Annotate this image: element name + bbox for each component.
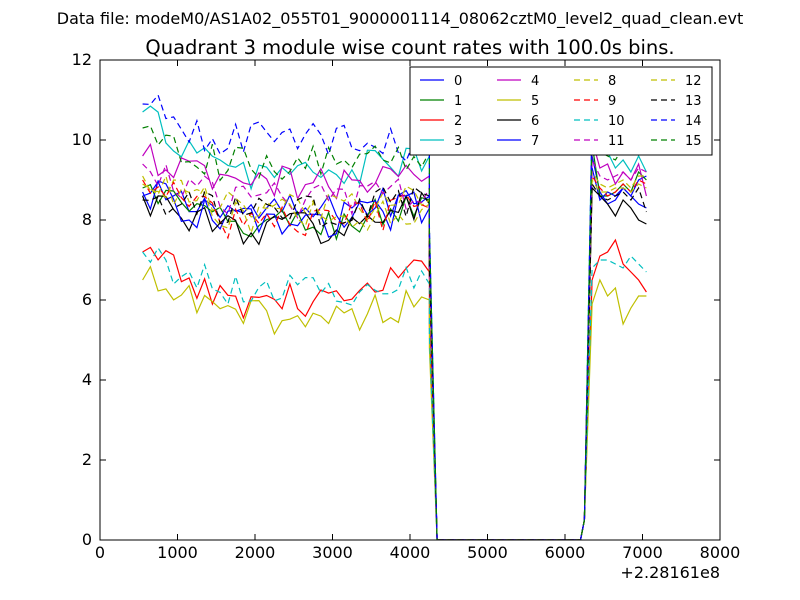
series-line-15 bbox=[142, 125, 647, 540]
y-tick-label: 10 bbox=[72, 130, 92, 149]
y-tick-label: 4 bbox=[82, 370, 92, 389]
x-tick-label: 0 bbox=[95, 543, 105, 562]
x-offset-label: +2.28161e8 bbox=[620, 563, 720, 582]
y-tick-label: 12 bbox=[72, 50, 92, 69]
suptitle: Data file: modeM0/AS1A02_055T01_90000011… bbox=[57, 9, 743, 29]
x-tick-label: 1000 bbox=[157, 543, 198, 562]
legend-label-2: 2 bbox=[454, 114, 462, 129]
plot-area bbox=[142, 93, 647, 540]
legend-label-9: 9 bbox=[608, 94, 616, 109]
legend-label-4: 4 bbox=[531, 74, 539, 89]
y-tick-label: 8 bbox=[82, 210, 92, 229]
legend-label-10: 10 bbox=[608, 114, 625, 129]
legend-label-11: 11 bbox=[608, 134, 625, 149]
x-tick-label: 4000 bbox=[390, 543, 431, 562]
legend-label-1: 1 bbox=[454, 94, 462, 109]
legend-label-8: 8 bbox=[608, 74, 616, 89]
legend-label-3: 3 bbox=[454, 134, 462, 149]
legend-label-5: 5 bbox=[531, 94, 539, 109]
legend-label-0: 0 bbox=[454, 74, 462, 89]
x-tick-label: 5000 bbox=[467, 543, 508, 562]
x-tick-label: 2000 bbox=[235, 543, 276, 562]
legend-label-6: 6 bbox=[531, 114, 539, 129]
series-line-14 bbox=[142, 93, 647, 540]
axes-layer: 0 1000 2000 3000 4000 5000 6000 7000 8000+2.2816… bbox=[72, 50, 741, 582]
y-tick-label: 2 bbox=[82, 450, 92, 469]
legend-label-15: 15 bbox=[685, 134, 702, 149]
x-tick-label: 6000 bbox=[545, 543, 586, 562]
series-line-13 bbox=[142, 182, 647, 540]
legend-label-7: 7 bbox=[531, 134, 539, 149]
y-tick-label: 0 bbox=[82, 530, 92, 549]
x-tick-label: 8000 bbox=[700, 543, 741, 562]
x-tick-label: 7000 bbox=[622, 543, 663, 562]
chart-title: Quadrant 3 module wise count rates with … bbox=[145, 36, 674, 59]
legend-label-13: 13 bbox=[685, 94, 702, 109]
y-tick-label: 6 bbox=[82, 290, 92, 309]
x-tick-label: 3000 bbox=[312, 543, 353, 562]
legend-label-12: 12 bbox=[685, 74, 702, 89]
legend-label-14: 14 bbox=[685, 114, 702, 129]
